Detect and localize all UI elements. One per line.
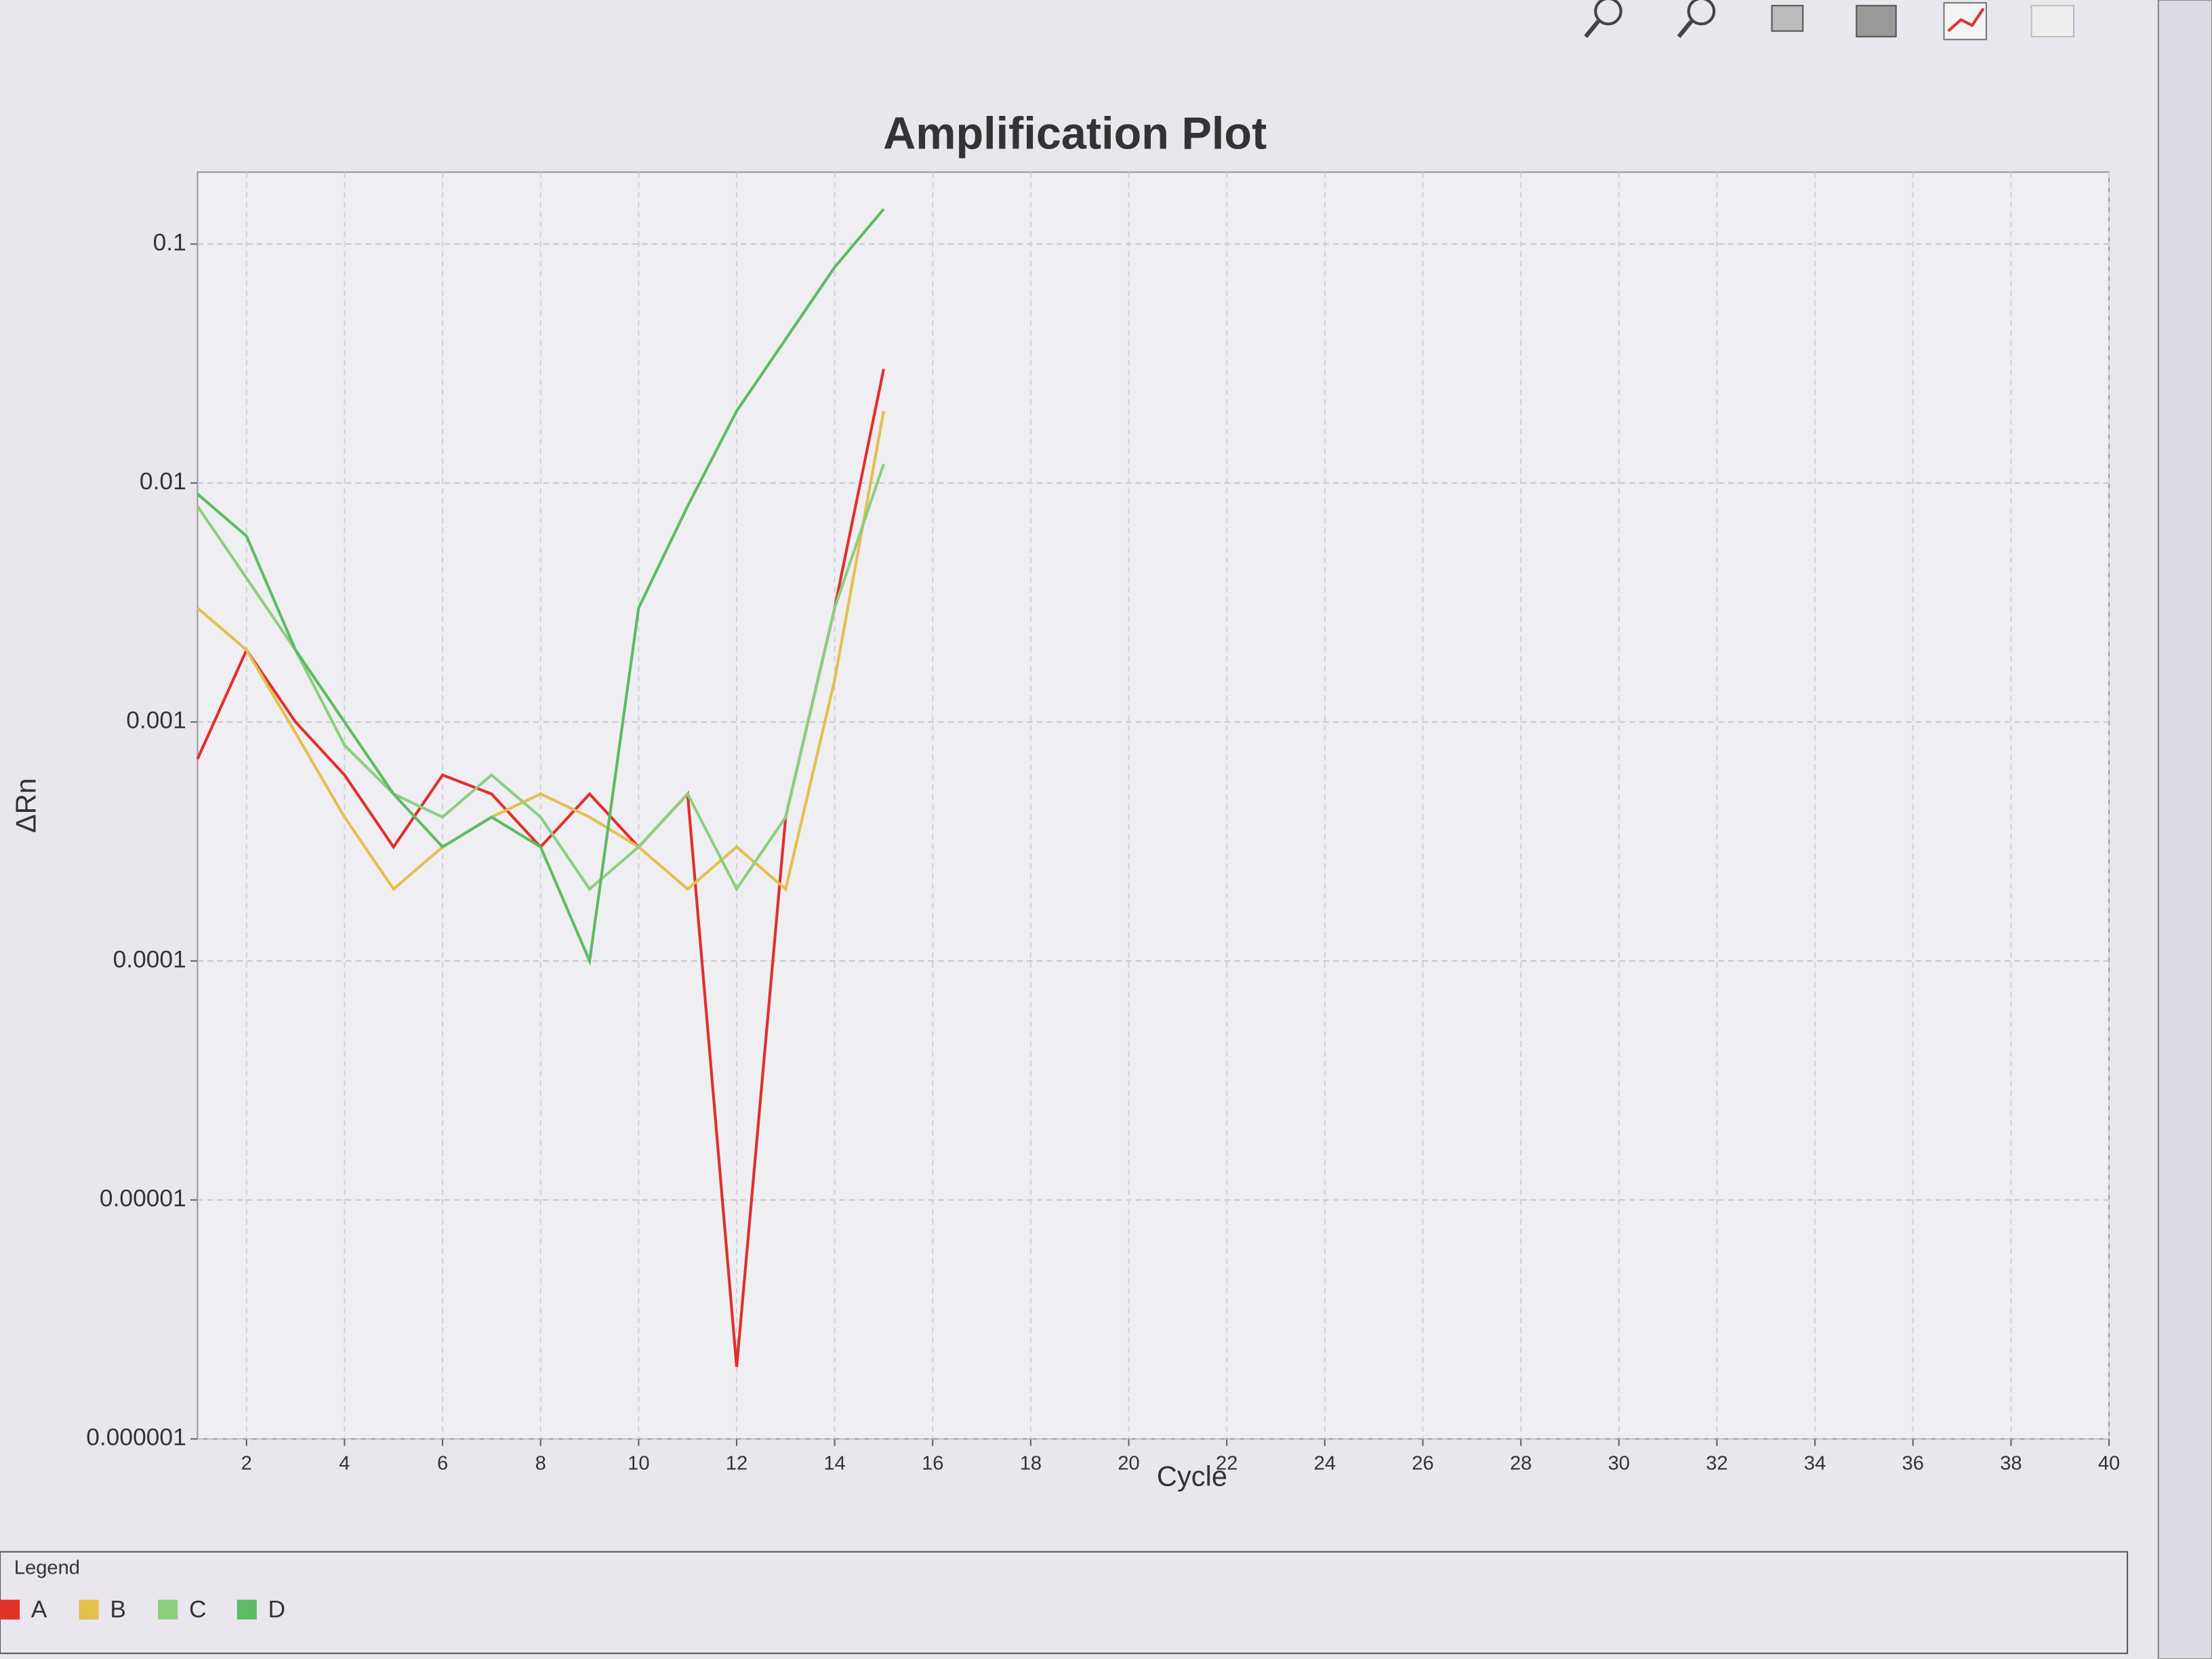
legend-swatch <box>158 1599 178 1620</box>
x-tick-label: 24 <box>1314 1452 1336 1474</box>
plot-area <box>197 171 2110 1440</box>
x-tick-label: 34 <box>1804 1452 1826 1474</box>
x-tick-label: 22 <box>1216 1452 1237 1474</box>
x-tick-label: 16 <box>922 1452 943 1474</box>
x-tick-label: 6 <box>437 1452 448 1474</box>
legend-box <box>0 1551 2129 1654</box>
x-tick-label: 10 <box>628 1452 649 1474</box>
x-tick-label: 40 <box>2098 1452 2120 1474</box>
x-tick-label: 12 <box>726 1452 747 1474</box>
legend-label: A <box>31 1597 47 1623</box>
legend-label: C <box>189 1597 207 1623</box>
x-tick-label: 32 <box>1706 1452 1727 1474</box>
x-tick-label: 4 <box>339 1452 350 1474</box>
chart-options-button[interactable] <box>1943 2 1987 41</box>
y-tick-label: 0.00001 <box>100 1185 186 1212</box>
legend-title-bg <box>5 1557 82 1578</box>
x-tick-label: 36 <box>1902 1452 1924 1474</box>
legend: A B C D <box>0 1597 285 1623</box>
chart-title: Amplification Plot <box>883 109 1267 159</box>
x-tick-label: 28 <box>1510 1452 1532 1474</box>
x-tick-label: 26 <box>1412 1452 1433 1474</box>
x-tick-label: 8 <box>535 1452 546 1474</box>
legend-swatch <box>237 1599 257 1620</box>
x-tick-label: 2 <box>241 1452 252 1474</box>
save-button[interactable] <box>1856 5 1897 38</box>
legend-label: D <box>268 1597 286 1623</box>
zoom-out-button[interactable] <box>1677 0 1716 39</box>
x-axis-label: Cycle <box>1157 1460 1227 1492</box>
print-button[interactable] <box>1771 5 1804 32</box>
y-tick-label: 0.000001 <box>86 1425 186 1451</box>
y-axis-label: ΔRn <box>10 778 42 833</box>
series-line <box>197 411 886 892</box>
y-tick-label: 0.1 <box>153 229 186 255</box>
x-tick-label: 30 <box>1608 1452 1630 1474</box>
x-tick-label: 38 <box>2000 1452 2022 1474</box>
legend-swatch <box>79 1599 99 1620</box>
legend-label: B <box>110 1597 126 1623</box>
legend-title: Legend <box>14 1557 80 1578</box>
x-tick-label: 14 <box>823 1452 845 1474</box>
zoom-in-button[interactable] <box>1584 0 1622 39</box>
toolbar <box>1584 0 2075 41</box>
x-tick-label: 18 <box>1020 1452 1042 1474</box>
legend-options-button[interactable] <box>2030 5 2075 38</box>
legend-swatch <box>0 1599 20 1620</box>
side-panel <box>2157 0 2212 1659</box>
series-line <box>197 208 885 966</box>
series-line <box>196 464 885 892</box>
y-tick-label: 0.01 <box>140 468 186 495</box>
y-tick-label: 0.0001 <box>113 946 186 972</box>
y-tick-label: 0.001 <box>126 708 186 734</box>
x-tick-label: 20 <box>1118 1452 1139 1474</box>
